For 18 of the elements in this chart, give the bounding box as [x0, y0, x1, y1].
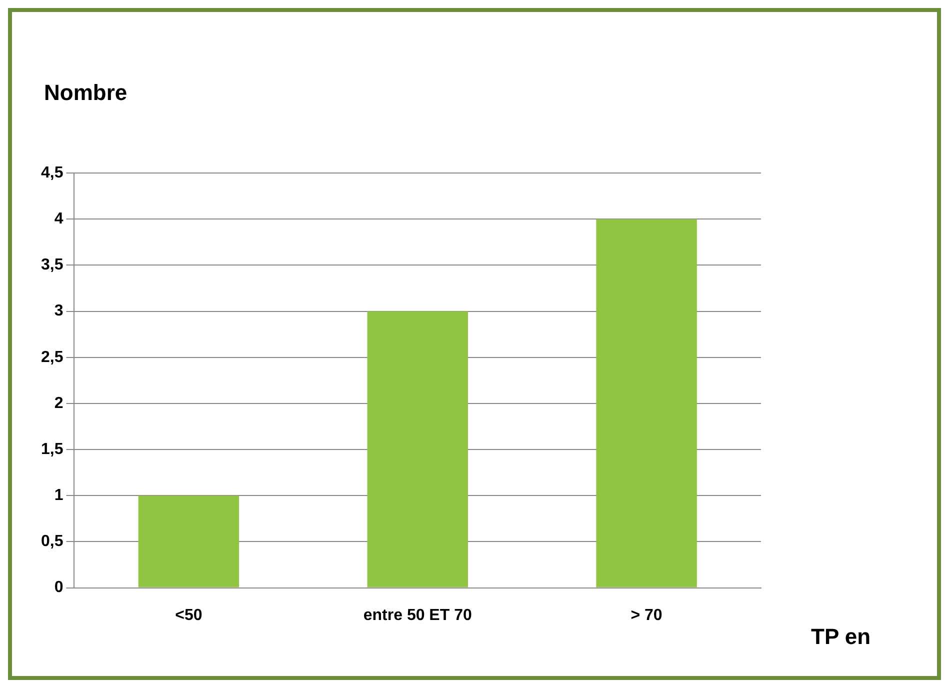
y-tick-label: 4 — [54, 210, 64, 228]
bar — [367, 311, 468, 588]
y-tick-label: 0 — [54, 579, 64, 596]
y-tick-label: 1,5 — [40, 440, 64, 458]
y-tick-label: 4,5 — [40, 164, 64, 182]
x-axis-title: TP en — [811, 624, 871, 649]
y-tick-label: 2,5 — [40, 348, 64, 366]
y-tick-label: 3 — [54, 302, 64, 320]
bar — [138, 496, 240, 588]
x-tick-label: > 70 — [630, 606, 662, 624]
y-tick-label: 2 — [54, 394, 64, 412]
y-tick-label: 1 — [54, 487, 64, 504]
x-tick-label: <50 — [175, 606, 202, 624]
y-tick-label: 3,5 — [40, 256, 64, 274]
y-tick-label: 0,5 — [40, 533, 64, 550]
bar — [596, 219, 697, 588]
x-tick-label: entre 50 ET 70 — [363, 606, 472, 624]
y-axis-title: Nombre — [44, 80, 128, 105]
